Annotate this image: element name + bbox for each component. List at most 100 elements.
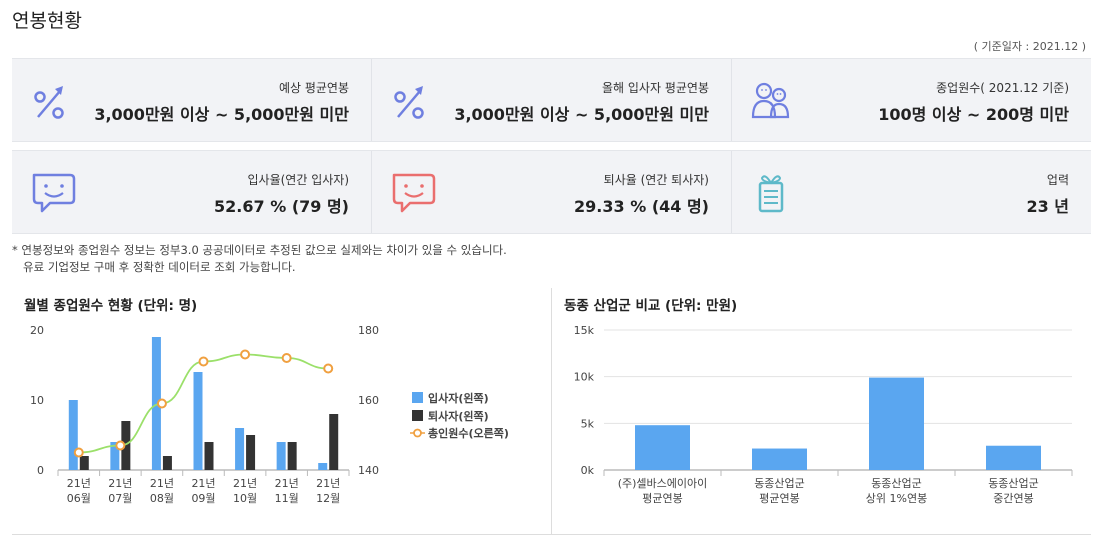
legend-hire-swatch	[412, 392, 423, 403]
stat-label: 예상 평균연봉	[278, 81, 349, 95]
monthly-employee-chart-panel: 월별 종업원수 현황 (단위: 명) 20 10 0 180 160 140 21년 06월 2…	[12, 288, 552, 535]
x-tick-label: 평균연봉	[759, 492, 799, 505]
leave-bar	[121, 421, 131, 470]
stat-value: 3,000만원 이상 ~ 5,000만원 미만	[94, 105, 349, 124]
x-tick-label: 09월	[191, 492, 215, 505]
people-icon	[751, 82, 790, 119]
x-tick-label: 21년	[108, 477, 132, 490]
x-tick-label: 10월	[233, 492, 257, 505]
x-tick-label: 중간연봉	[993, 492, 1033, 505]
total-point	[323, 363, 334, 374]
total-point	[156, 398, 167, 409]
stat-value: 29.33 % (44 명)	[574, 197, 709, 216]
y-right-tick-label: 140	[358, 464, 379, 477]
x-tick-label: 21년	[316, 477, 340, 490]
smile-chat-icon	[32, 173, 76, 213]
stat-leave-rate: 퇴사율 (연간 퇴사자) 29.33 % (44 명)	[372, 151, 732, 233]
y-tick-label: 5k	[581, 417, 595, 430]
legend-leave-swatch	[412, 410, 423, 421]
total-point	[198, 356, 209, 367]
x-tick-label: 21년	[67, 477, 91, 490]
chart-title: 월별 종업원수 현황 (단위: 명)	[24, 298, 198, 314]
basis-date: ( 기준일자 : 2021.12 )	[973, 40, 1086, 53]
hire-bar	[193, 372, 203, 470]
stat-label: 퇴사율 (연간 퇴사자)	[603, 173, 709, 187]
x-tick-label: 동종산업군	[871, 477, 922, 490]
leave-bar	[204, 442, 214, 470]
leave-bar	[162, 456, 172, 470]
y-tick-label: 15k	[574, 324, 595, 337]
monthly-employee-chart: 20 10 0 180 160 140 21년 06월 21년 07월 21년 08월 21년 09월 21…	[30, 324, 509, 505]
stat-value: 23 년	[1026, 197, 1069, 216]
x-tick-label: 동종산업군	[988, 477, 1039, 490]
stat-label: 종업원수( 2021.12 기준)	[936, 81, 1069, 95]
compare-bar	[986, 445, 1041, 470]
hire-bar	[68, 400, 78, 470]
compare-bar	[752, 448, 807, 470]
x-tick-label: 동종산업군	[754, 477, 805, 490]
stat-value: 52.67 % (79 명)	[214, 197, 349, 216]
stats-row-turnover: 입사율(연간 입사자) 52.67 % (79 명) 퇴사율 (연간 퇴사자) …	[12, 150, 1091, 234]
total-point	[115, 440, 126, 451]
page-title: 연봉현황	[12, 10, 82, 32]
disclaimer-note: * 연봉정보와 종업원수 정보는 정부3.0 공공데이터로 추정된 값으로 실제…	[12, 242, 507, 276]
smile-chat-icon	[392, 173, 436, 213]
x-tick-label: 21년	[275, 477, 299, 490]
stat-label: 입사율(연간 입사자)	[247, 173, 350, 187]
x-tick-label: 07월	[108, 492, 132, 505]
hire-bar	[151, 337, 161, 470]
y-right-tick-label: 160	[358, 394, 379, 407]
stat-years-in-business: 업력 23 년	[732, 151, 1091, 233]
gift-box-icon	[758, 175, 784, 213]
x-tick-label: 21년	[191, 477, 215, 490]
x-tick-label: (주)셀바스에이아이	[618, 477, 708, 490]
stat-value: 3,000만원 이상 ~ 5,000만원 미만	[454, 105, 709, 124]
legend-leave-label: 퇴사자(왼쪽)	[428, 409, 489, 423]
total-point	[240, 349, 251, 360]
note-line-1: * 연봉정보와 종업원수 정보는 정부3.0 공공데이터로 추정된 값으로 실제…	[12, 243, 507, 257]
stat-value: 100명 이상 ~ 200명 미만	[878, 105, 1069, 124]
stat-hire-rate: 입사율(연간 입사자) 52.67 % (79 명)	[12, 151, 372, 233]
x-tick-label: 11월	[275, 492, 299, 505]
y-tick-label: 0k	[581, 464, 595, 477]
hire-bar	[276, 442, 286, 470]
x-tick-label: 06월	[67, 492, 91, 505]
y-right-tick-label: 180	[358, 324, 379, 337]
stats-row-salary: 예상 평균연봉 3,000만원 이상 ~ 5,000만원 미만 올해 입사자 평…	[12, 58, 1091, 142]
y-left-tick-label: 20	[30, 324, 44, 337]
leave-bar	[246, 435, 256, 470]
hire-bar	[235, 428, 245, 470]
percent-arrow-icon	[394, 86, 424, 119]
legend-total-label: 총인원수(오른쪽)	[428, 426, 509, 440]
note-line-2: 유료 기업정보 구매 후 정확한 데이터로 조회 가능합니다.	[23, 260, 296, 274]
percent-arrow-icon	[34, 86, 64, 119]
y-left-tick-label: 0	[37, 464, 44, 477]
total-line	[78, 353, 329, 454]
y-tick-label: 10k	[574, 371, 595, 384]
x-tick-label: 평균연봉	[642, 492, 682, 505]
total-point	[73, 447, 84, 458]
compare-bar	[635, 425, 690, 470]
x-tick-label: 08월	[150, 492, 174, 505]
stat-employee-count: 종업원수( 2021.12 기준) 100명 이상 ~ 200명 미만	[732, 59, 1091, 141]
stat-expected-avg-salary: 예상 평균연봉 3,000만원 이상 ~ 5,000만원 미만	[12, 59, 372, 141]
leave-bar	[287, 442, 297, 470]
total-point	[281, 353, 292, 363]
x-tick-label: 12월	[316, 492, 340, 505]
hire-bar	[110, 442, 120, 470]
stat-label: 올해 입사자 평균연봉	[602, 81, 709, 95]
leave-bar	[79, 456, 89, 470]
hire-bar	[318, 463, 328, 470]
legend-hire-label: 입사자(왼쪽)	[428, 391, 489, 405]
y-left-tick-label: 10	[30, 394, 44, 407]
leave-bar	[329, 414, 339, 470]
x-tick-label: 21년	[150, 477, 174, 490]
x-tick-label: 21년	[233, 477, 257, 490]
legend-total-swatch-point	[413, 428, 422, 438]
chart-title: 동종 산업군 비교 (단위: 만원)	[564, 298, 738, 314]
x-tick-label: 상위 1%연봉	[866, 492, 927, 505]
compare-bar	[869, 377, 924, 470]
stat-label: 업력	[1046, 173, 1069, 187]
